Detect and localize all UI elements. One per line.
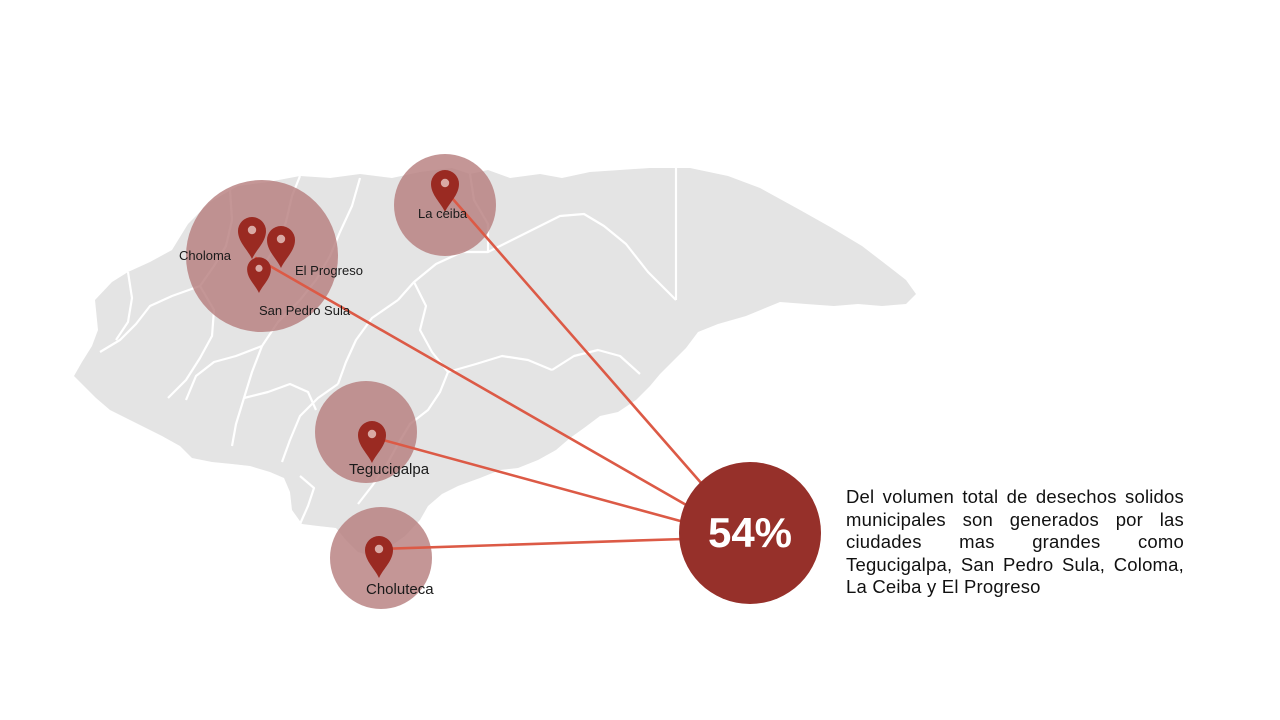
connector-tegucigalpa [370, 435, 686, 524]
connector-san-pedro-sula [254, 256, 690, 508]
city-label-choluteca: Choluteca [366, 581, 434, 598]
city-label-la-ceiba: La ceiba [418, 206, 468, 221]
map-pin-icon [365, 536, 393, 578]
map-pin-icon [358, 421, 386, 463]
connector-choluteca [378, 537, 686, 551]
map-pin-icon [247, 257, 271, 293]
map-pin-icon [431, 170, 459, 212]
city-label-san-pedro-sula: San Pedro Sula [259, 303, 351, 318]
stat-description: Del volumen total de desechos solidos mu… [846, 486, 1184, 597]
department-borders [99, 168, 678, 525]
stat-value: 54% [708, 509, 792, 556]
city-label-el-progreso: El Progreso [295, 263, 363, 278]
map-pin-icon [238, 217, 266, 259]
connector-lines [254, 188, 704, 551]
city-label-tegucigalpa: Tegucigalpa [349, 461, 430, 478]
city-label-choloma: Choloma [179, 248, 232, 263]
stat-circle [679, 462, 821, 604]
connector-la-ceiba [443, 188, 704, 486]
city-circle-san-pedro-sula-cluster [186, 180, 338, 332]
map-pin-icon [267, 226, 295, 268]
